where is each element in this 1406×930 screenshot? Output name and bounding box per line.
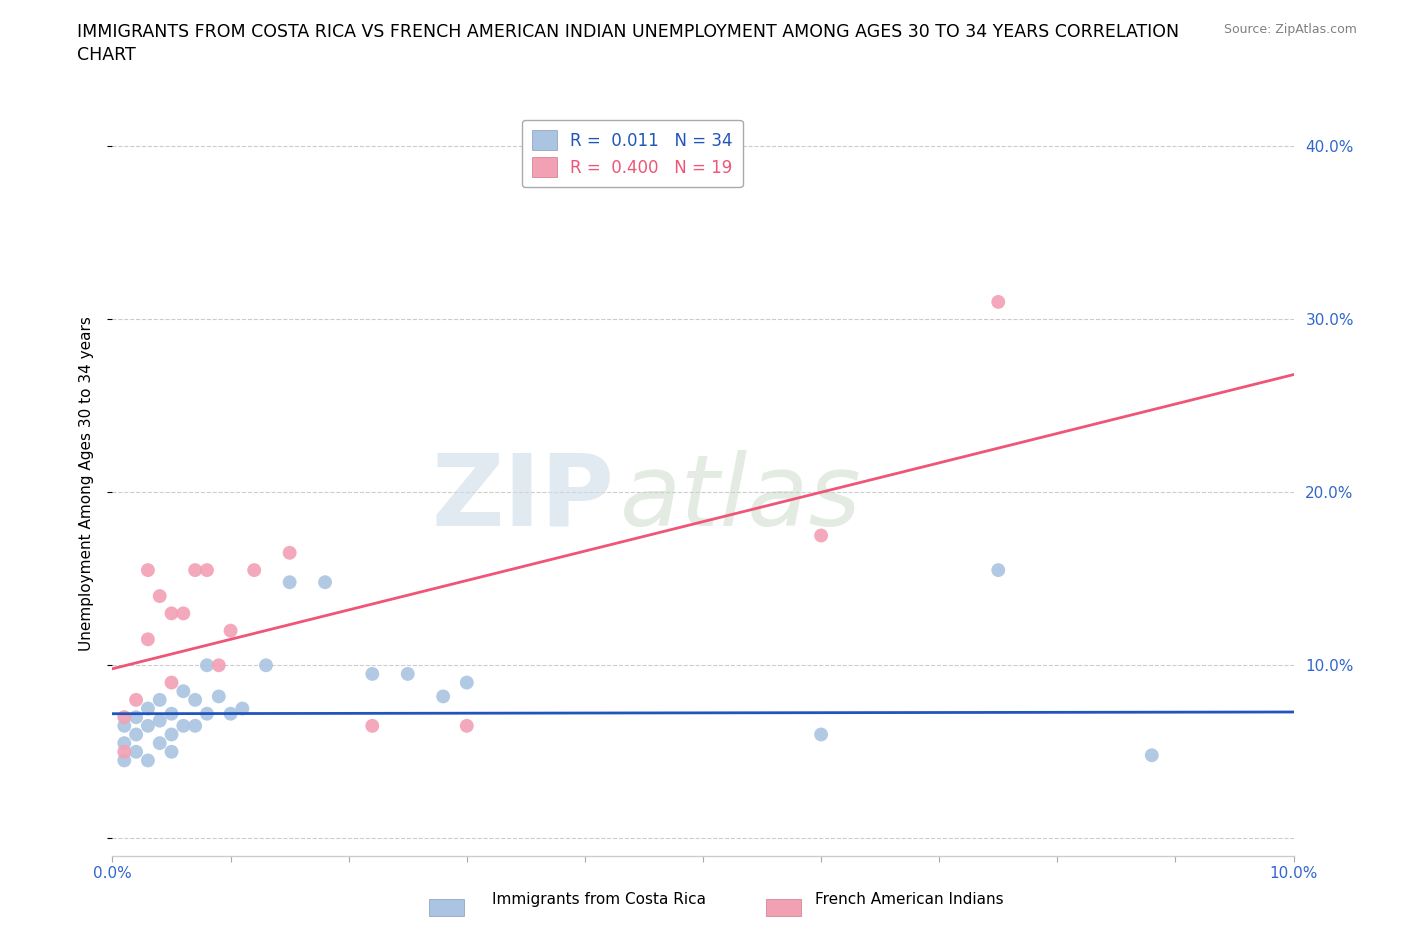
Point [160, 744, 183, 759]
Point [172, 606, 194, 621]
Point [160, 706, 183, 721]
Point [184, 563, 207, 578]
Text: Source: ZipAtlas.com: Source: ZipAtlas.com [1223, 23, 1357, 36]
Point [361, 718, 384, 733]
Point [432, 689, 454, 704]
Point [125, 693, 148, 708]
Text: IMMIGRANTS FROM COSTA RICA VS FRENCH AMERICAN INDIAN UNEMPLOYMENT AMONG AGES 30 : IMMIGRANTS FROM COSTA RICA VS FRENCH AME… [77, 23, 1180, 41]
Point [149, 713, 172, 728]
Point [987, 295, 1010, 310]
Point [149, 736, 172, 751]
Point [172, 718, 194, 733]
Point [314, 575, 336, 590]
Point [243, 563, 266, 578]
Point [810, 528, 832, 543]
Point [149, 589, 172, 604]
Point [160, 675, 183, 690]
Text: ZIP: ZIP [432, 450, 614, 547]
Point [456, 718, 478, 733]
Point [195, 563, 218, 578]
Point [1140, 748, 1163, 763]
Point [456, 675, 478, 690]
Point [278, 575, 301, 590]
Text: CHART: CHART [77, 46, 136, 64]
Point [987, 563, 1010, 578]
Legend: R =  0.011   N = 34, R =  0.400   N = 19: R = 0.011 N = 34, R = 0.400 N = 19 [522, 120, 742, 187]
Point [136, 701, 159, 716]
Point [112, 718, 135, 733]
Text: atlas: atlas [620, 450, 862, 547]
Point [195, 658, 218, 672]
Point [136, 718, 159, 733]
Point [136, 631, 159, 646]
Point [112, 753, 135, 768]
Point [361, 667, 384, 682]
Point [112, 710, 135, 724]
Point [136, 753, 159, 768]
Point [208, 689, 231, 704]
Point [219, 623, 242, 638]
Point [112, 736, 135, 751]
Text: Immigrants from Costa Rica: Immigrants from Costa Rica [492, 892, 706, 907]
Point [231, 701, 253, 716]
Y-axis label: Unemployment Among Ages 30 to 34 years: Unemployment Among Ages 30 to 34 years [79, 316, 94, 651]
Point [219, 706, 242, 721]
Point [278, 545, 301, 560]
Point [149, 693, 172, 708]
Point [184, 693, 207, 708]
Point [160, 727, 183, 742]
Point [160, 606, 183, 621]
Point [208, 658, 231, 672]
Point [396, 667, 419, 682]
Text: French American Indians: French American Indians [815, 892, 1004, 907]
Point [125, 710, 148, 724]
Point [172, 684, 194, 698]
Point [254, 658, 277, 672]
Point [184, 718, 207, 733]
Point [810, 727, 832, 742]
Point [125, 744, 148, 759]
Point [136, 563, 159, 578]
Point [112, 744, 135, 759]
Point [195, 706, 218, 721]
Point [125, 727, 148, 742]
